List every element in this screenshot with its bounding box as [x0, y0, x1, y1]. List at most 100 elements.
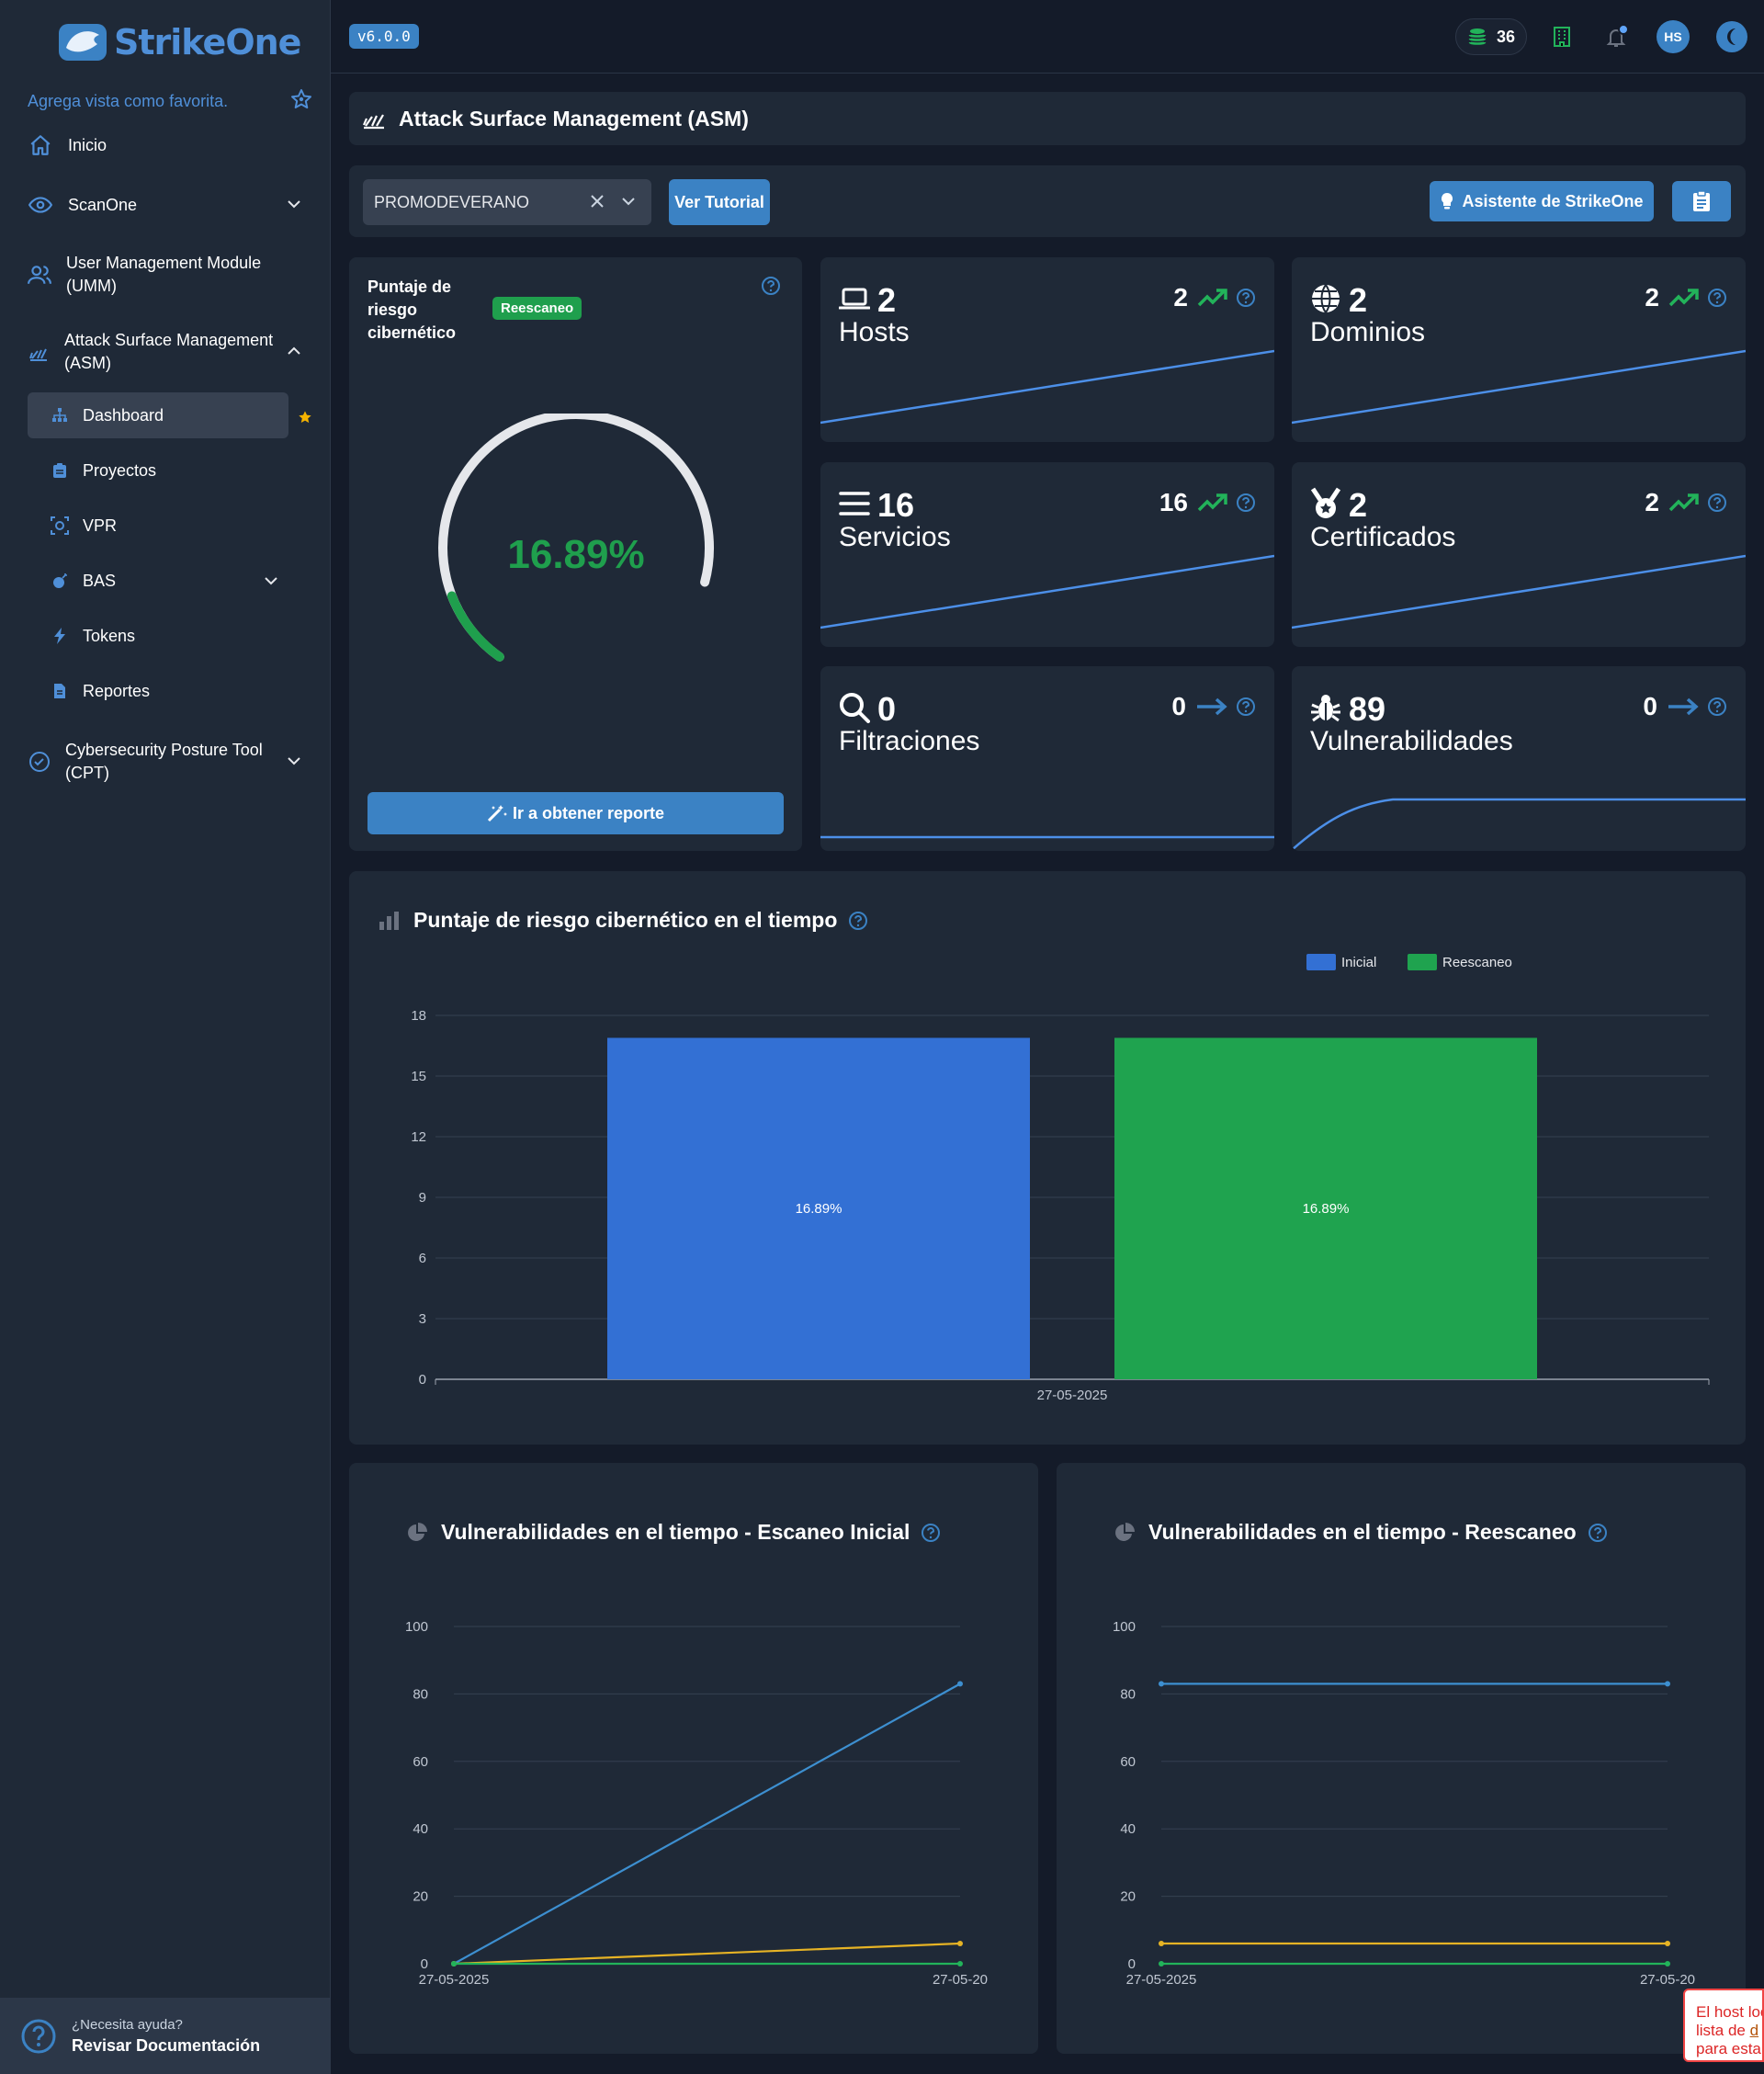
target-icon — [50, 516, 70, 535]
error-toast[interactable]: El host loc lista de d para esta — [1683, 1989, 1764, 2062]
pie-chart-icon — [1115, 1522, 1135, 1541]
series-line-0 — [453, 1683, 961, 1965]
sidebar-item-inicio[interactable]: Inicio — [28, 132, 107, 158]
series-point — [1665, 1940, 1670, 1946]
get-report-button[interactable]: Ir a obtener reporte — [368, 792, 784, 834]
stat-label: Hosts — [839, 317, 910, 347]
avatar[interactable]: HS — [1657, 20, 1690, 53]
series-line-1 — [453, 1942, 961, 1966]
page-title: Attack Surface Management (ASM) — [399, 106, 749, 130]
y-tick-label: 80 — [413, 1686, 428, 1702]
y-tick-label: 3 — [419, 1311, 426, 1327]
help-circle-icon[interactable] — [1588, 1523, 1608, 1543]
stat-label: Dominios — [1310, 317, 1426, 347]
page-header: Attack Surface Management (ASM) — [349, 92, 1746, 145]
stat-count: 0 — [877, 690, 897, 728]
bar-data-label: 16.89% — [1303, 1201, 1350, 1217]
help-question: ¿Necesita ayuda? — [72, 2016, 183, 2033]
project-select[interactable]: PROMODEVERANO — [363, 179, 651, 225]
help-circle-icon[interactable] — [1707, 697, 1727, 717]
check-circle-icon — [28, 749, 51, 775]
app-logo[interactable]: StrikeOne — [57, 20, 301, 64]
top-bar: v6.0.0 36 HS — [331, 0, 1764, 74]
series-point — [451, 1961, 457, 1966]
sidebar-item-label: Inicio — [68, 135, 107, 154]
help-circle-icon[interactable] — [848, 911, 868, 931]
y-tick-label: 0 — [421, 1956, 428, 1972]
y-tick-label: 6 — [419, 1251, 426, 1266]
sidebar-item-vpr[interactable]: VPR — [28, 503, 288, 549]
risk-over-time-panel: Puntaje de riesgo cibernético en el tiem… — [349, 871, 1746, 1445]
stat-card-filtraciones[interactable]: 0 Filtraciones 0 — [820, 666, 1274, 851]
series-point — [1159, 1961, 1164, 1966]
chevron-down-icon[interactable] — [285, 752, 303, 775]
help-circle-icon[interactable] — [1236, 288, 1256, 308]
stat-card-certificados[interactable]: 2 Certificados 2 — [1292, 462, 1746, 647]
stat-card-hosts[interactable]: 2 Hosts 2 — [820, 257, 1274, 442]
legend-swatch — [1408, 954, 1437, 970]
bell-icon[interactable] — [1603, 24, 1629, 54]
sidebar-item-umm[interactable]: User Management Module (UMM) — [28, 252, 294, 298]
help-circle-icon[interactable] — [1707, 493, 1727, 513]
x-tick-label: 27-05-2025 — [1126, 1972, 1197, 1988]
sidebar-item-reportes[interactable]: Reportes — [28, 668, 288, 714]
assistant-button-label: Asistente de StrikeOne — [1462, 191, 1644, 210]
chevron-down-icon[interactable] — [285, 195, 303, 218]
y-tick-label: 60 — [1120, 1754, 1136, 1770]
x-tick-label: 27-05-2025 — [419, 1972, 490, 1988]
legend-swatch — [1306, 954, 1336, 970]
toast-line-2: lista de — [1696, 2022, 1750, 2039]
sidebar-item-tokens[interactable]: Tokens — [28, 613, 288, 659]
building-icon[interactable] — [1553, 26, 1571, 52]
stat-card-vulnerabilidades[interactable]: 89 Vulnerabilidades 0 — [1292, 666, 1746, 851]
stat-delta: 0 — [1171, 692, 1186, 720]
sidebar-item-scanone[interactable]: ScanOne — [28, 192, 137, 218]
chevron-up-icon[interactable] — [285, 342, 303, 365]
assistant-button[interactable]: Asistente de StrikeOne — [1430, 181, 1654, 221]
help-link[interactable]: Revisar Documentación — [72, 2035, 261, 2055]
sidebar-item-bas[interactable]: BAS — [28, 558, 288, 604]
bar-chart-icon — [379, 911, 399, 930]
clear-icon[interactable] — [589, 193, 605, 214]
bar-inicial — [607, 1037, 1030, 1379]
credits-counter[interactable]: 36 — [1455, 18, 1528, 55]
help-circle-icon[interactable] — [1236, 493, 1256, 513]
series-point — [1665, 1961, 1670, 1966]
stat-card-dominios[interactable]: 2 Dominios 2 — [1292, 257, 1746, 442]
y-tick-label: 12 — [411, 1129, 426, 1145]
clipboard-button[interactable] — [1672, 181, 1731, 221]
sidebar-item-proyectos[interactable]: Proyectos — [28, 448, 288, 493]
sparkline — [820, 349, 1274, 425]
favorite-marked-star-icon[interactable] — [298, 410, 312, 429]
sidebar-item-dashboard[interactable]: Dashboard — [28, 392, 288, 438]
stat-card-servicios[interactable]: 16 Servicios 16 — [820, 462, 1274, 647]
help-circle-icon[interactable] — [1707, 288, 1727, 308]
y-tick-label: 0 — [1128, 1956, 1136, 1972]
y-tick-label: 9 — [419, 1190, 426, 1206]
help-documentation[interactable]: ¿Necesita ayuda? Revisar Documentación — [0, 1998, 331, 2074]
stat-count: 16 — [877, 486, 915, 524]
chevron-down-icon[interactable] — [620, 193, 637, 214]
sidebar-item-asm[interactable]: Attack Surface Management (ASM) — [28, 329, 285, 375]
home-icon — [28, 132, 53, 158]
bar-reescaneo — [1114, 1037, 1537, 1379]
stat-delta: 16 — [1159, 488, 1188, 516]
toast-link[interactable]: d — [1749, 2022, 1759, 2039]
y-tick-label: 60 — [413, 1754, 428, 1770]
help-circle-icon[interactable] — [1236, 697, 1256, 717]
moon-icon[interactable] — [1715, 20, 1748, 58]
sparkline — [820, 835, 1274, 839]
help-circle-icon[interactable] — [761, 276, 781, 300]
help-circle-icon[interactable] — [921, 1523, 941, 1543]
favorite-star-icon[interactable] — [290, 88, 312, 115]
filter-bar: PROMODEVERANO Ver Tutorial Asistente de … — [349, 165, 1746, 237]
risk-chart-title-row: Puntaje de riesgo cibernético en el tiem… — [379, 908, 868, 933]
tutorial-button[interactable]: Ver Tutorial — [669, 179, 770, 225]
stat-label: Vulnerabilidades — [1310, 726, 1513, 756]
search-icon — [839, 692, 870, 728]
series-point — [1159, 1940, 1164, 1946]
series-point — [1159, 1681, 1164, 1687]
chevron-down-icon[interactable] — [262, 572, 280, 595]
stat-count: 89 — [1349, 690, 1386, 728]
sidebar-item-cpt[interactable]: Cybersecurity Posture Tool (CPT) — [28, 739, 285, 785]
